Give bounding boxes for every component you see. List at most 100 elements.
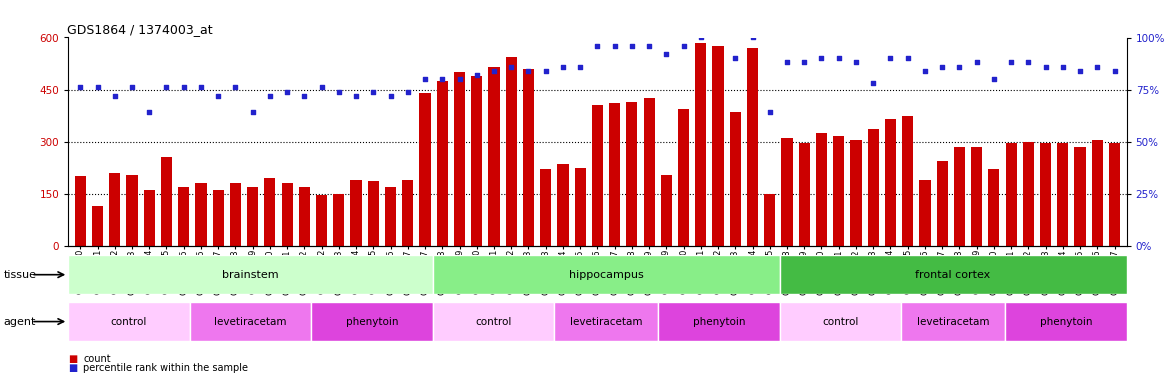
Bar bbox=[679, 109, 689, 246]
Point bbox=[88, 84, 107, 90]
Text: control: control bbox=[822, 316, 858, 327]
Bar bbox=[506, 57, 516, 246]
Point bbox=[71, 84, 89, 90]
Bar bbox=[420, 93, 430, 246]
Point bbox=[898, 56, 917, 62]
Bar bbox=[902, 116, 914, 246]
Bar bbox=[109, 173, 120, 246]
Point bbox=[329, 88, 348, 94]
Point bbox=[243, 110, 262, 116]
Point bbox=[588, 43, 607, 49]
Point bbox=[674, 43, 693, 49]
Bar bbox=[695, 43, 707, 246]
Bar bbox=[661, 174, 671, 246]
Point bbox=[933, 64, 951, 70]
Bar bbox=[213, 190, 223, 246]
Point bbox=[743, 34, 762, 40]
Point bbox=[570, 64, 589, 70]
Bar bbox=[747, 48, 759, 246]
Point bbox=[485, 68, 503, 74]
Point bbox=[467, 72, 486, 78]
Point bbox=[174, 84, 193, 90]
Point bbox=[709, 30, 728, 36]
Point bbox=[777, 60, 796, 66]
Bar bbox=[436, 81, 448, 246]
Bar bbox=[1091, 140, 1103, 246]
Bar bbox=[68, 302, 189, 341]
Bar bbox=[643, 98, 655, 246]
Bar bbox=[1075, 147, 1085, 246]
Text: levetiracetam: levetiracetam bbox=[917, 316, 989, 327]
Bar bbox=[178, 187, 189, 246]
Point bbox=[606, 43, 624, 49]
Bar bbox=[592, 105, 603, 246]
Point bbox=[657, 51, 676, 57]
Text: phenytoin: phenytoin bbox=[1040, 316, 1093, 327]
Bar bbox=[780, 255, 1127, 294]
Text: percentile rank within the sample: percentile rank within the sample bbox=[83, 363, 248, 373]
Point bbox=[381, 93, 400, 99]
Bar bbox=[1005, 143, 1017, 246]
Bar bbox=[901, 302, 1005, 341]
Point bbox=[433, 76, 452, 82]
Point bbox=[260, 93, 279, 99]
Bar bbox=[195, 183, 207, 246]
Bar bbox=[575, 168, 586, 246]
Bar bbox=[299, 187, 310, 246]
Point bbox=[691, 34, 710, 40]
Bar bbox=[333, 194, 345, 246]
Point bbox=[519, 68, 537, 74]
Text: levetiracetam: levetiracetam bbox=[214, 316, 287, 327]
Point bbox=[881, 56, 900, 62]
Bar bbox=[402, 180, 414, 246]
Point bbox=[554, 64, 573, 70]
Point bbox=[761, 110, 780, 116]
Point bbox=[829, 56, 848, 62]
Bar bbox=[781, 138, 793, 246]
Point bbox=[1036, 64, 1055, 70]
Bar bbox=[954, 147, 965, 246]
Bar bbox=[488, 67, 500, 246]
Point bbox=[967, 60, 985, 66]
Point bbox=[916, 68, 935, 74]
Point bbox=[140, 110, 159, 116]
Bar bbox=[627, 102, 637, 246]
Text: count: count bbox=[83, 354, 111, 364]
Text: control: control bbox=[475, 316, 512, 327]
Bar bbox=[609, 104, 620, 246]
Text: phenytoin: phenytoin bbox=[693, 316, 746, 327]
Point bbox=[122, 84, 141, 90]
Text: ■: ■ bbox=[68, 363, 78, 373]
Bar bbox=[1040, 143, 1051, 246]
Bar bbox=[265, 178, 275, 246]
Bar bbox=[126, 174, 138, 246]
Bar bbox=[523, 69, 534, 246]
Bar bbox=[884, 119, 896, 246]
Point bbox=[1070, 68, 1089, 74]
Text: agent: agent bbox=[4, 316, 36, 327]
Bar bbox=[816, 133, 827, 246]
Bar bbox=[281, 183, 293, 246]
Point bbox=[1018, 60, 1037, 66]
Point bbox=[795, 60, 814, 66]
Text: control: control bbox=[111, 316, 147, 327]
Bar bbox=[557, 164, 568, 246]
Bar bbox=[74, 176, 86, 246]
Bar bbox=[1109, 143, 1121, 246]
Bar bbox=[189, 302, 312, 341]
Point bbox=[1088, 64, 1107, 70]
Text: levetiracetam: levetiracetam bbox=[570, 316, 642, 327]
Bar bbox=[316, 195, 327, 246]
Bar bbox=[850, 140, 862, 246]
Point bbox=[640, 43, 659, 49]
Text: brainstem: brainstem bbox=[222, 270, 279, 280]
Bar bbox=[433, 255, 780, 294]
Point bbox=[450, 76, 469, 82]
Point bbox=[622, 43, 641, 49]
Point bbox=[192, 84, 211, 90]
Bar bbox=[868, 129, 878, 246]
Point bbox=[226, 84, 245, 90]
Point bbox=[1054, 64, 1073, 70]
Bar bbox=[988, 170, 1000, 246]
Bar bbox=[1057, 143, 1069, 246]
